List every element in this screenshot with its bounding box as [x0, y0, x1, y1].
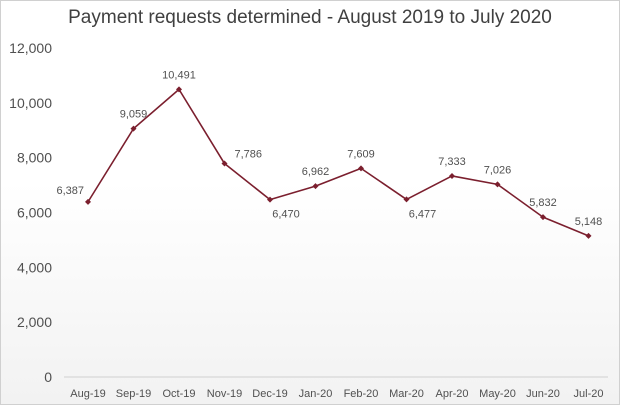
y-tick-label: 2,000 [17, 314, 52, 330]
data-point [585, 232, 592, 239]
data-point [449, 172, 455, 179]
y-tick-label: 6,000 [17, 205, 52, 221]
data-point [85, 198, 91, 205]
y-tick-label: 10,000 [9, 95, 52, 111]
data-point [540, 214, 546, 221]
data-label: 6,470 [272, 209, 300, 221]
x-tick-label: Feb-20 [344, 388, 379, 400]
x-tick-label: Jul-20 [574, 388, 604, 400]
y-tick-label: 4,000 [17, 259, 52, 275]
data-label: 5,832 [529, 197, 557, 209]
data-label: 7,026 [484, 164, 512, 176]
data-label: 6,477 [409, 208, 437, 220]
data-label: 7,786 [235, 149, 263, 161]
data-point [176, 86, 182, 93]
data-point [267, 196, 273, 203]
y-tick-label: 12,000 [9, 40, 52, 56]
series-line [87, 88, 589, 237]
data-label: 6,962 [302, 166, 330, 178]
x-tick-label: Sep-19 [116, 388, 151, 400]
x-tick-label: May-20 [479, 388, 516, 400]
x-tick-label: Aug-19 [70, 388, 105, 400]
x-tick-label: Nov-19 [207, 388, 242, 400]
x-tick-label: Jun-20 [526, 388, 560, 400]
y-tick-label: 0 [44, 369, 52, 385]
x-tick-label: Mar-20 [389, 388, 424, 400]
chart-title: Payment requests determined - August 201… [68, 7, 552, 28]
data-label: 10,491 [162, 69, 196, 81]
data-label: 7,333 [438, 156, 466, 168]
data-label: 5,148 [575, 216, 603, 228]
x-tick-label: Jan-20 [299, 388, 333, 400]
data-label: 7,609 [347, 148, 375, 160]
data-point [358, 165, 364, 172]
y-tick-label: 8,000 [17, 150, 52, 166]
x-tick-label: Apr-20 [435, 388, 468, 400]
data-point [221, 160, 228, 167]
data-point [403, 196, 410, 203]
x-tick-label: Oct-19 [162, 388, 195, 400]
data-point [130, 125, 137, 132]
data-point [494, 181, 501, 188]
data-label: 9,059 [120, 109, 148, 121]
data-point [312, 183, 319, 190]
x-tick-label: Dec-19 [252, 388, 287, 400]
data-label: 6,387 [56, 185, 84, 197]
